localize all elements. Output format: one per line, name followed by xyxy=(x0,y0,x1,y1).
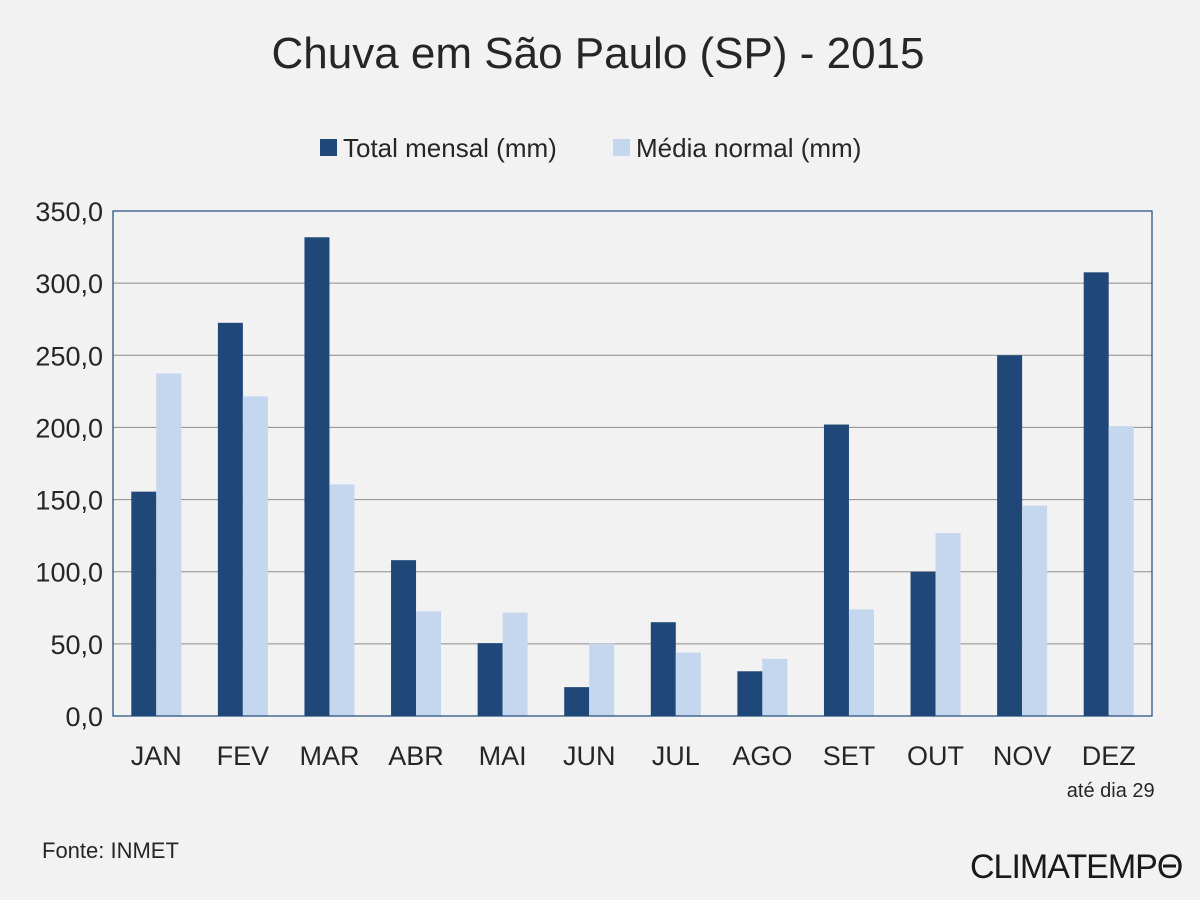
x-category-label: MAR xyxy=(299,741,359,771)
bar-normal-abr xyxy=(416,611,442,716)
x-category-label: AGO xyxy=(732,741,792,771)
x-category-label: MAI xyxy=(479,741,527,771)
bar-total-set xyxy=(823,424,849,716)
x-category-label: ABR xyxy=(388,741,444,771)
bar-total-ago xyxy=(737,671,763,716)
bar-total-dez xyxy=(1083,272,1109,716)
x-category-label: FEV xyxy=(217,741,270,771)
bar-total-nov xyxy=(997,355,1023,716)
bar-total-out xyxy=(910,571,936,716)
x-category-label: DEZ xyxy=(1082,741,1136,771)
y-tick-label: 150,0 xyxy=(35,486,103,516)
legend-swatch-normal xyxy=(613,139,630,156)
x-category-label: JUN xyxy=(563,741,616,771)
y-axis-ticks: 0,0 50,0 100,0 150,0 200,0 250,0 300,0 350,0 xyxy=(35,197,103,732)
x-category-label: JUL xyxy=(652,741,700,771)
y-tick-label: 100,0 xyxy=(35,558,103,588)
y-tick-label: 200,0 xyxy=(35,413,103,443)
bar-normal-jun xyxy=(589,643,615,716)
bar-normal-out xyxy=(935,533,961,716)
bar-normal-mar xyxy=(329,484,355,716)
bar-total-fev xyxy=(217,322,243,716)
x-category-label: SET xyxy=(823,741,876,771)
bar-total-jul xyxy=(650,622,676,716)
x-category-label: NOV xyxy=(993,741,1052,771)
bar-normal-jan xyxy=(156,373,182,716)
y-tick-label: 350,0 xyxy=(35,197,103,227)
plot-frame xyxy=(112,210,1153,717)
legend-label-normal: Média normal (mm) xyxy=(636,133,861,163)
x-axis-categories: JAN FEV MAR ABR MAI JUN JUL AGO SET OUT NOV DEZ até … xyxy=(131,741,1155,802)
source-note: Fonte: INMET xyxy=(42,838,179,863)
y-tick-label: 250,0 xyxy=(35,341,103,371)
bar-normal-ago xyxy=(762,658,788,716)
bar-normal-mai xyxy=(502,612,528,716)
bar-total-jun xyxy=(564,687,590,716)
bar-total-abr xyxy=(391,560,417,716)
gridlines xyxy=(113,282,1152,645)
bars xyxy=(131,237,1134,716)
y-tick-label: 50,0 xyxy=(50,630,103,660)
legend-swatch-total xyxy=(320,139,337,156)
legend: Total mensal (mm) Média normal (mm) xyxy=(320,133,861,163)
bar-normal-nov xyxy=(1022,505,1048,716)
brand-wordmark: CLIMATEMPO xyxy=(970,848,1182,886)
y-tick-label: 300,0 xyxy=(35,269,103,299)
chart-title: Chuva em São Paulo (SP) - 2015 xyxy=(271,29,924,78)
x-category-label: OUT xyxy=(907,741,964,771)
bar-normal-set xyxy=(848,609,874,716)
bar-normal-fev xyxy=(242,396,268,716)
y-tick-label: 0,0 xyxy=(65,702,103,732)
bar-normal-dez xyxy=(1108,426,1134,716)
legend-label-total: Total mensal (mm) xyxy=(343,133,557,163)
bar-total-jan xyxy=(131,491,157,716)
x-category-label: JAN xyxy=(131,741,182,771)
category-note: até dia 29 xyxy=(1067,780,1155,802)
bar-total-mar xyxy=(304,237,330,716)
bar-normal-jul xyxy=(675,652,701,716)
bar-total-mai xyxy=(477,643,503,716)
brand-logo: CLIMATEMPO xyxy=(970,848,1183,886)
